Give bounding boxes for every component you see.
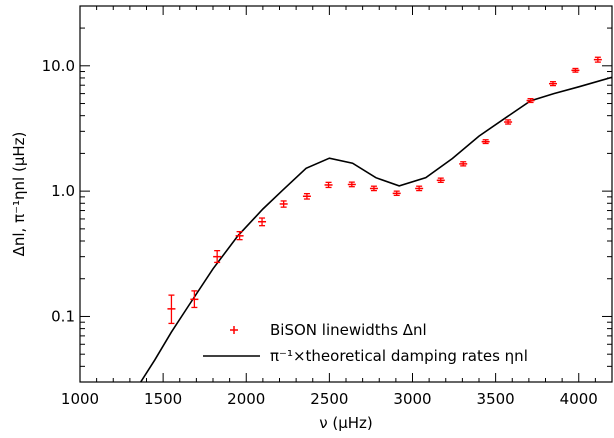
data-point <box>593 56 602 63</box>
data-point <box>279 200 288 208</box>
y-tick-label: 1.0 <box>51 182 75 200</box>
x-tick-label: 2500 <box>310 390 348 408</box>
x-tick-label: 3000 <box>393 390 431 408</box>
legend-label-points: BiSON linewidths Δnl <box>270 321 427 339</box>
series-line-theory <box>140 76 612 382</box>
data-point <box>415 185 424 192</box>
data-point <box>324 181 333 189</box>
x-tick-label: 2000 <box>227 390 265 408</box>
axis-ticks: 1000 1500 2000 2500 3000 3500 4000 0.1 1.0 10.0 <box>42 6 612 408</box>
data-point <box>302 192 311 200</box>
x-axis-label: ν (μHz) <box>319 414 373 432</box>
data-point <box>526 97 535 104</box>
data-point <box>347 181 356 188</box>
data-point <box>481 139 490 145</box>
x-tick-label: 3500 <box>477 390 515 408</box>
legend-label-line: π⁻¹×theoretical damping rates ηnl <box>270 347 528 365</box>
data-point <box>548 81 557 87</box>
y-axis-label: Δnl, π⁻¹ηnl (μHz) <box>10 132 28 257</box>
data-point <box>213 250 222 264</box>
data-point <box>436 177 445 184</box>
data-point <box>258 217 267 227</box>
data-point <box>235 231 244 241</box>
legend: BiSON linewidths Δnl π⁻¹×theoretical damp… <box>203 321 528 365</box>
y-tick-label: 0.1 <box>51 307 75 325</box>
data-point <box>190 290 199 309</box>
x-tick-label: 1000 <box>61 390 99 408</box>
data-point <box>571 67 580 73</box>
data-point <box>369 185 378 192</box>
data-point <box>504 119 513 125</box>
data-point <box>459 161 468 167</box>
data-point <box>167 294 176 325</box>
y-tick-label: 10.0 <box>42 57 75 75</box>
x-tick-label: 4000 <box>560 390 598 408</box>
x-tick-label: 1500 <box>144 390 182 408</box>
data-point <box>392 190 401 197</box>
series-layer <box>140 56 612 382</box>
